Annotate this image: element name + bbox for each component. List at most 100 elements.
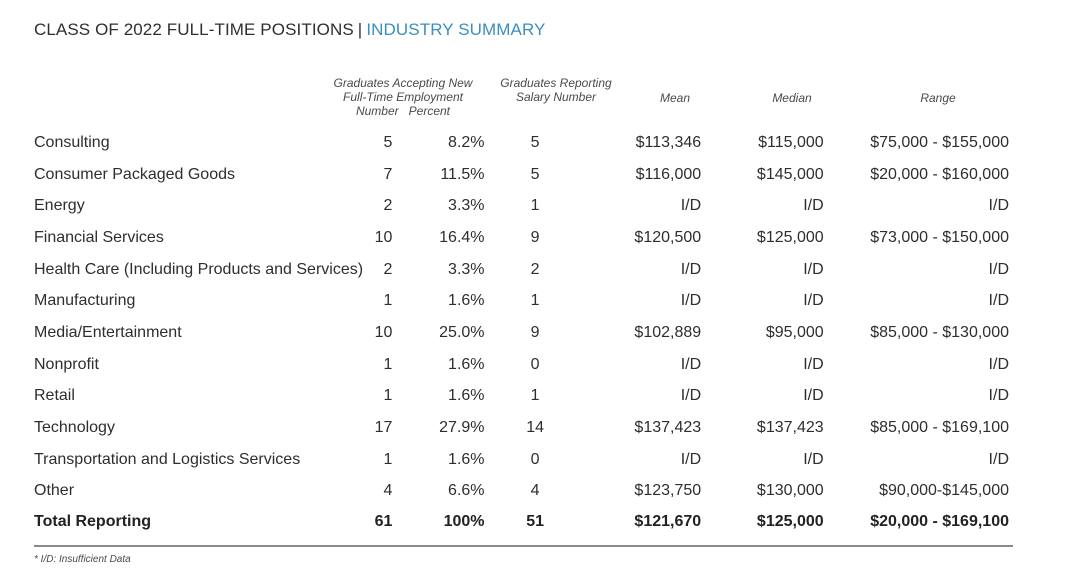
- mean-cell: I/D: [680, 197, 702, 215]
- table-row: Retail 1 1.6% 1 I/D I/D I/D: [34, 381, 1009, 413]
- median-cell: $95,000: [765, 323, 824, 341]
- percent-cell: 3.3%: [448, 197, 485, 215]
- median-cell: $145,000: [756, 165, 824, 183]
- industry-cell: Consumer Packaged Goods: [34, 165, 235, 183]
- table-row: Consulting 5 8.2% 5 $113,346 $115,000 $7…: [34, 127, 1009, 159]
- salary-number-cell: 9: [530, 228, 540, 246]
- total-row: Total Reporting 61 100% 51 $121,670 $125…: [34, 507, 1009, 537]
- total-number-cell: 61: [374, 513, 393, 531]
- table-row: Financial Services 10 16.4% 9 $120,500 $…: [34, 222, 1009, 254]
- mean-cell: $137,423: [634, 419, 702, 437]
- title-separator: |: [357, 20, 363, 39]
- table-row: Media/Entertainment 10 25.0% 9 $102,889 …: [34, 317, 1009, 349]
- number-cell: 7: [383, 165, 393, 183]
- number-cell: 2: [383, 260, 393, 278]
- number-cell: 1: [383, 387, 393, 405]
- salary-number-cell: 5: [530, 165, 540, 183]
- mean-cell: $123,750: [634, 482, 702, 500]
- median-cell: I/D: [803, 450, 824, 468]
- mean-cell: I/D: [680, 450, 702, 468]
- median-cell: $130,000: [756, 482, 824, 500]
- range-cell: I/D: [988, 197, 1009, 215]
- mean-header: Mean: [659, 91, 691, 105]
- percent-cell: 6.6%: [448, 482, 485, 500]
- table-row: Transportation and Logistics Services 1 …: [34, 444, 1009, 476]
- salary-number-cell: 1: [530, 292, 540, 310]
- salary-number-cell: 0: [530, 450, 540, 468]
- percent-cell: 1.6%: [448, 387, 485, 405]
- salary-header-line1: Graduates Reporting: [500, 76, 612, 90]
- table-row: Energy 2 3.3% 1 I/D I/D I/D: [34, 190, 1009, 222]
- salary-number-cell: 0: [530, 355, 540, 373]
- median-header: Median: [772, 91, 812, 105]
- table-row: Manufacturing 1 1.6% 1 I/D I/D I/D: [34, 285, 1009, 317]
- percent-cell: 27.9%: [439, 419, 485, 437]
- range-cell: I/D: [988, 450, 1009, 468]
- total-salary-number-cell: 51: [526, 513, 545, 531]
- range-cell: $20,000 - $160,000: [870, 165, 1009, 183]
- title-accent: INDUSTRY SUMMARY: [366, 20, 546, 39]
- percent-cell: 8.2%: [448, 133, 485, 151]
- number-cell: 1: [383, 292, 393, 310]
- range-cell: $73,000 - $150,000: [870, 228, 1009, 246]
- mean-cell: I/D: [680, 260, 702, 278]
- range-cell: $85,000 - $130,000: [870, 323, 1009, 341]
- employment-header: Graduates Accepting New Full-Time Employ…: [322, 76, 484, 118]
- salary-number-cell: 2: [530, 260, 540, 278]
- number-cell: 10: [374, 228, 393, 246]
- percent-cell: 16.4%: [439, 228, 485, 246]
- industry-cell: Financial Services: [34, 228, 164, 246]
- range-cell: I/D: [988, 355, 1009, 373]
- median-cell: $125,000: [756, 228, 824, 246]
- number-cell: 1: [383, 450, 393, 468]
- industry-cell: Technology: [34, 419, 115, 437]
- number-cell: 5: [383, 133, 393, 151]
- industry-summary-table: Consulting 5 8.2% 5 $113,346 $115,000 $7…: [34, 127, 1009, 537]
- median-cell: I/D: [803, 197, 824, 215]
- industry-cell: Media/Entertainment: [34, 323, 182, 341]
- table-row: Consumer Packaged Goods 7 11.5% 5 $116,0…: [34, 159, 1009, 191]
- mean-cell: $120,500: [634, 228, 702, 246]
- median-cell: I/D: [803, 355, 824, 373]
- title-main: CLASS OF 2022 FULL-TIME POSITIONS: [34, 20, 354, 39]
- total-industry-cell: Total Reporting: [34, 513, 152, 531]
- industry-cell: Consulting: [34, 133, 110, 151]
- percent-cell: 25.0%: [439, 323, 485, 341]
- industry-cell: Other: [34, 482, 75, 500]
- total-median-cell: $125,000: [756, 513, 824, 531]
- table-bottom-rule: [34, 545, 1013, 547]
- salary-number-cell: 5: [530, 133, 540, 151]
- mean-cell: I/D: [680, 355, 702, 373]
- number-cell: 1: [383, 355, 393, 373]
- mean-cell: $102,889: [634, 323, 702, 341]
- median-cell: I/D: [803, 260, 824, 278]
- number-cell: 17: [374, 419, 393, 437]
- salary-number-cell: 4: [530, 482, 540, 500]
- number-cell: 4: [383, 482, 393, 500]
- range-cell: $75,000 - $155,000: [870, 133, 1009, 151]
- industry-cell: Manufacturing: [34, 292, 136, 310]
- percent-cell: 1.6%: [448, 450, 485, 468]
- industry-cell: Energy: [34, 197, 85, 215]
- mean-cell: I/D: [680, 387, 702, 405]
- range-header: Range: [920, 91, 956, 105]
- mean-cell: I/D: [680, 292, 702, 310]
- industry-cell: Nonprofit: [34, 355, 99, 373]
- range-cell: I/D: [988, 387, 1009, 405]
- salary-number-cell: 1: [530, 197, 540, 215]
- range-cell: $85,000 - $169,100: [870, 419, 1009, 437]
- page-title: CLASS OF 2022 FULL-TIME POSITIONS | INDUST…: [34, 20, 546, 40]
- employment-header-line1: Graduates Accepting New: [333, 76, 473, 90]
- salary-number-cell: 14: [526, 419, 545, 437]
- number-cell: 2: [383, 197, 393, 215]
- median-cell: $137,423: [756, 419, 824, 437]
- industry-cell: Health Care (Including Products and Serv…: [34, 260, 364, 278]
- industry-cell: Transportation and Logistics Services: [34, 450, 301, 468]
- table-row: Technology 17 27.9% 14 $137,423 $137,423…: [34, 412, 1009, 444]
- table-row: Health Care (Including Products and Serv…: [34, 254, 1009, 286]
- salary-number-cell: 1: [530, 387, 540, 405]
- total-range-cell: $20,000 - $169,100: [870, 513, 1009, 531]
- percent-cell: 3.3%: [448, 260, 485, 278]
- percent-cell: 11.5%: [440, 165, 485, 183]
- total-mean-cell: $121,670: [634, 513, 702, 531]
